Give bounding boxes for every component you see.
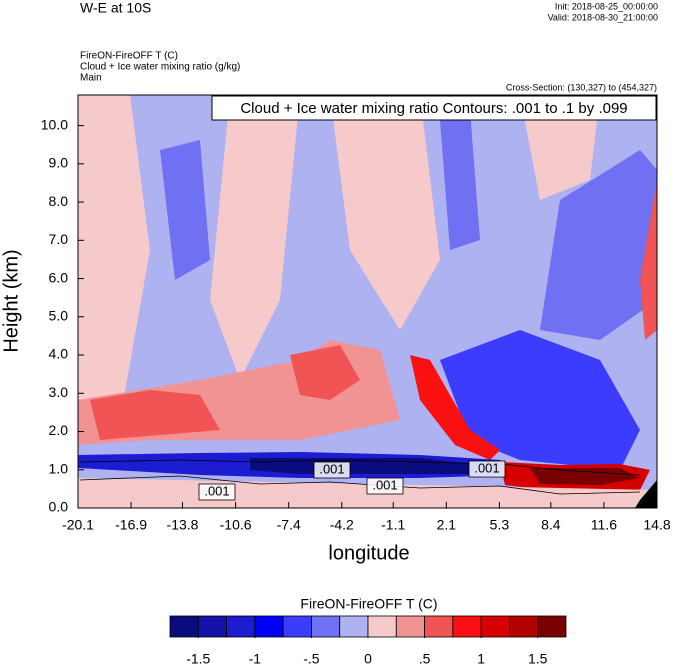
colorbar-swatch — [197, 615, 227, 638]
field-fill — [78, 95, 150, 430]
colorbar-swatch — [226, 615, 256, 638]
colorbar-swatch — [537, 615, 567, 638]
y-tick-label: 1.0 — [49, 460, 69, 476]
colorbar-swatch — [169, 615, 199, 638]
contour-line — [79, 459, 641, 476]
x-tick-label: -20.1 — [62, 517, 94, 533]
contour-label: .001 — [474, 460, 499, 475]
field-fill — [90, 390, 220, 440]
contour-label-box — [468, 460, 506, 478]
contour-field — [78, 95, 657, 508]
field-fill — [530, 468, 640, 485]
x-axis-label: longitude — [328, 542, 409, 564]
field-fill — [440, 330, 640, 470]
field-fill — [210, 95, 300, 380]
field-label: FireON-FireOFF T (C) — [80, 51, 178, 62]
colorbar-swatch — [480, 615, 510, 638]
x-tick-label: -4.2 — [330, 517, 354, 533]
colorbar-swatch — [254, 615, 284, 638]
contour-info: Cloud + Ice water mixing ratio Contours:… — [240, 100, 627, 117]
colorbar-tick-label: .5 — [419, 651, 431, 667]
colorbar-tick-label: 0 — [364, 651, 372, 667]
field-fill — [160, 140, 210, 280]
x-tick-label: -13.8 — [167, 517, 199, 533]
contour-label: .001 — [319, 461, 344, 476]
colorbar-swatch — [367, 615, 397, 638]
colorbar-swatch — [452, 615, 482, 638]
colorbar-title: FireON-FireOFF T (C) — [300, 596, 437, 612]
field-fill — [410, 355, 500, 460]
colorbar-swatch — [311, 615, 341, 638]
contour-label-box — [366, 477, 404, 495]
colorbar-tick-label: 1.5 — [528, 651, 548, 667]
y-tick-label: 10.0 — [41, 116, 68, 132]
x-tick-label: -16.9 — [115, 517, 147, 533]
contour-info-box — [211, 95, 657, 121]
field-fill — [540, 150, 657, 340]
y-axis-label: Height (km) — [0, 249, 22, 352]
colorbar-swatch — [395, 615, 425, 638]
contour-label-box — [313, 461, 351, 479]
x-tick-label: 2.1 — [437, 517, 457, 533]
y-tick-label: 6.0 — [49, 269, 69, 285]
x-tick-label: 11.6 — [591, 517, 617, 533]
colorbar-swatch — [339, 615, 369, 638]
y-tick-label: 0.0 — [49, 499, 69, 515]
init-time: Init: 2018-08-25_00:00:00 — [555, 1, 658, 11]
field-label: Cloud + Ice water mixing ratio (g/kg) — [80, 62, 240, 73]
colorbar-tick-label: -1 — [249, 651, 262, 667]
contour-label: .001 — [372, 477, 397, 492]
y-tick-label: 8.0 — [49, 193, 69, 209]
chart-title: W-E at 10S — [80, 0, 151, 16]
field-fill — [330, 95, 440, 330]
colorbar-tick-label: -1.5 — [186, 651, 210, 667]
y-tick-label: 7.0 — [49, 231, 69, 247]
x-tick-label: 8.4 — [541, 517, 561, 533]
colorbar-swatch — [282, 615, 312, 638]
valid-time: Valid: 2018-08-30_21:00:00 — [548, 12, 658, 22]
y-tick-label: 4.0 — [49, 346, 69, 362]
plot-frame — [77, 94, 658, 509]
x-tick-label: -1.1 — [381, 517, 405, 533]
x-tick-label: -10.6 — [220, 517, 252, 533]
field-fill — [520, 95, 600, 200]
y-tick-label: 9.0 — [49, 155, 69, 171]
field-fill — [290, 345, 360, 400]
x-tick-label: 5.3 — [490, 517, 510, 533]
y-tick-label: 2.0 — [49, 422, 69, 438]
cross-section: Cross-Section: (130,327) to (454,327) — [506, 82, 657, 92]
contour-label-box — [198, 483, 236, 501]
colorbar-swatch — [424, 615, 454, 638]
x-tick-label: -7.4 — [277, 517, 301, 533]
y-tick-label: 3.0 — [49, 384, 69, 400]
field-label: Main — [80, 73, 102, 84]
x-tick-label: 14.8 — [643, 517, 670, 533]
colorbar-swatch — [509, 615, 539, 638]
contour-label: .001 — [204, 483, 229, 498]
field-fill — [640, 180, 657, 340]
colorbar-tick-label: -.5 — [303, 651, 320, 667]
field-fill — [635, 480, 657, 508]
colorbar-tick-label: 1 — [477, 651, 485, 667]
y-tick-label: 5.0 — [49, 307, 69, 323]
field-fill — [440, 110, 480, 250]
